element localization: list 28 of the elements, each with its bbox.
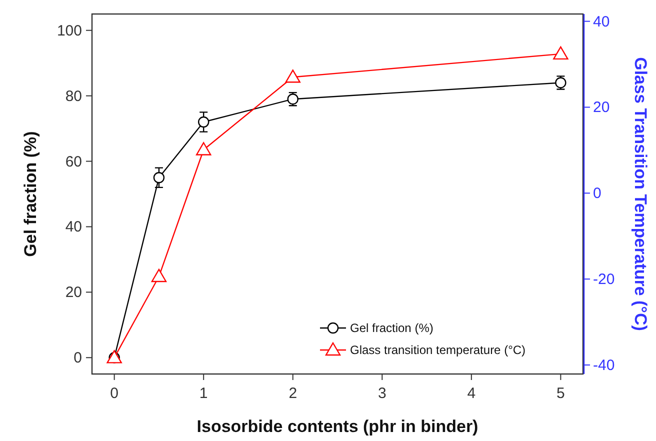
y-tick-label: 100	[56, 22, 82, 40]
y2-axis-title: Glass Transition Temperature (°C)	[631, 57, 650, 331]
x-tick-label: 5	[556, 385, 565, 402]
y-tick-label: 60	[65, 153, 82, 170]
y-tick-label: 80	[65, 88, 82, 105]
point	[553, 46, 568, 60]
y-tick-label: 0	[74, 350, 82, 367]
point	[196, 142, 212, 156]
point	[153, 172, 165, 184]
y2-tick-label: 40	[593, 13, 610, 30]
y2-tick-label: -40	[593, 356, 615, 374]
x-tick-label: 3	[378, 385, 386, 402]
point	[151, 268, 167, 282]
x-tick-label: 0	[110, 385, 118, 402]
x-tick-label: 4	[467, 385, 476, 402]
y2-tick-label: -20	[593, 271, 615, 288]
point	[285, 70, 300, 83]
x-axis-title: Isosorbide contents (phr in binder)	[196, 417, 478, 436]
legend-label: Gel fraction (%)	[350, 321, 434, 335]
y-tick-label: 40	[65, 218, 82, 236]
point	[198, 116, 210, 128]
y2-tick-label: 0	[593, 185, 602, 202]
x-tick-label: 1	[199, 385, 208, 402]
legend-label: Glass transition temperature (°C)	[350, 343, 526, 357]
y-axis-title: Gel fraction (%)	[21, 131, 40, 257]
y2-tick-label: 20	[593, 99, 610, 116]
x-tick-label: 2	[288, 385, 298, 402]
y-tick-label: 20	[65, 284, 82, 302]
